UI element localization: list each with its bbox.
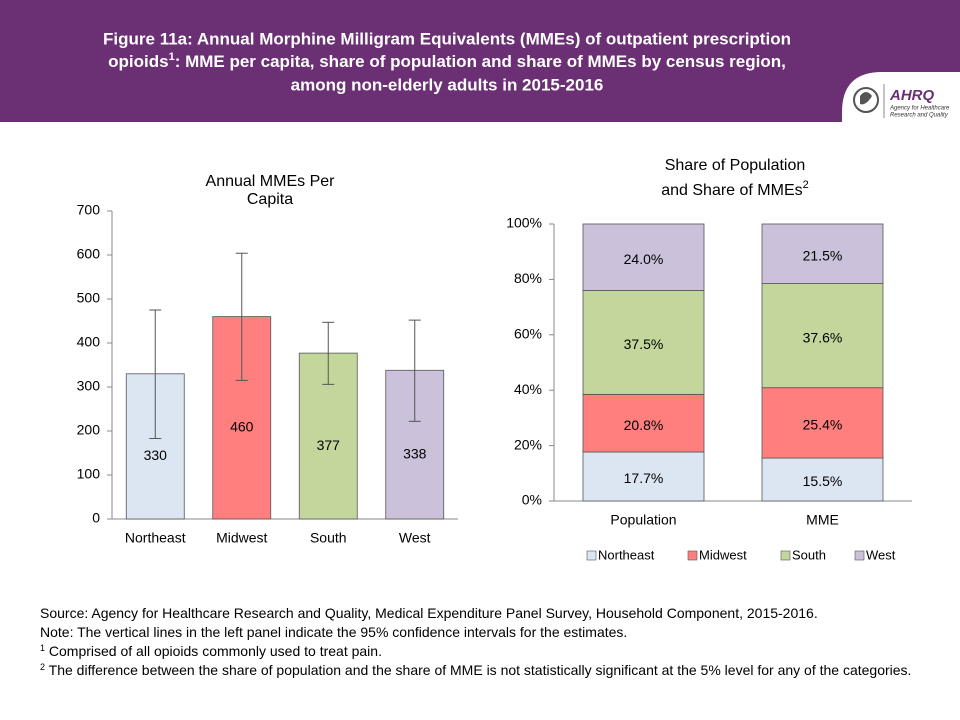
legend-label: West — [866, 547, 896, 562]
legend-label: Midwest — [699, 547, 747, 562]
legend-swatch — [854, 550, 865, 561]
chart-title: and Share of MMEs2 — [661, 179, 809, 199]
value-label: 377 — [317, 437, 341, 453]
header-title: Figure 11a: Annual Morphine Milligram Eq… — [103, 29, 791, 48]
legend-swatch — [687, 550, 698, 561]
header-sup: 1 — [169, 51, 175, 63]
footnote-mark: 2 — [40, 662, 46, 672]
bar-segment — [761, 283, 884, 389]
note: Note: The vertical lines in the left pan… — [40, 624, 628, 640]
y-tick-label: 60% — [514, 326, 542, 342]
legend-swatch — [780, 550, 791, 561]
legend-swatch — [586, 550, 597, 561]
y-tick-label: 400 — [77, 334, 101, 350]
header-title: opioids — [108, 52, 168, 71]
y-tick-label: 100% — [506, 215, 542, 231]
x-tick-label: Population — [610, 512, 676, 528]
bar-segment — [582, 223, 705, 291]
bar-segment — [582, 451, 705, 502]
value-label: 460 — [230, 419, 254, 435]
y-tick-label: 300 — [77, 378, 101, 394]
x-tick-label: Northeast — [125, 530, 186, 546]
y-tick-label: 500 — [77, 290, 101, 306]
value-label: 17.7% — [624, 470, 664, 486]
value-label: 20.8% — [624, 417, 664, 433]
chart-title: Capita — [247, 191, 293, 208]
source: Source: Agency for Healthcare Research a… — [40, 605, 818, 621]
header-title: : MME per capita, share of population an… — [175, 52, 786, 71]
bar-segment — [582, 290, 705, 395]
chart-title: Annual MMEs Per — [206, 173, 336, 190]
header-band — [0, 0, 960, 122]
value-label: 24.0% — [624, 251, 664, 267]
footnote: 2 The difference between the share of po… — [40, 661, 926, 680]
value-label: 21.5% — [803, 247, 843, 263]
value-label: 338 — [403, 445, 427, 461]
logo-icon — [853, 87, 879, 113]
x-tick-label: Midwest — [216, 530, 267, 546]
value-label: 37.6% — [803, 329, 843, 345]
chart-canvas: Figure 11a: Annual Morphine Milligram Eq… — [0, 0, 960, 562]
value-label: 330 — [144, 447, 168, 463]
y-tick-label: 700 — [77, 202, 101, 218]
chart-title: Share of Population — [665, 157, 806, 174]
legend-label: Northeast — [598, 547, 655, 562]
x-tick-label: West — [399, 530, 431, 546]
x-tick-label: South — [310, 530, 347, 546]
chart-title: Annual MMEs Per — [206, 173, 336, 190]
chart-title: Capita — [247, 191, 293, 208]
value-label: 37.5% — [624, 336, 664, 352]
y-tick-label: 0% — [522, 492, 542, 508]
x-tick-label: MME — [806, 512, 839, 528]
logo-text: Agency for Healthcare — [889, 106, 950, 112]
value-label: 25.4% — [803, 417, 843, 433]
value-label: 15.5% — [803, 473, 843, 489]
footnote-mark: 1 — [40, 643, 46, 653]
logo-name: AHRQ — [889, 87, 934, 104]
chart-title: Share of Population — [665, 157, 806, 174]
header-title: opioids1: MME per capita, share of popul… — [108, 51, 786, 72]
y-tick-label: 100 — [77, 466, 101, 482]
chart-title-sup: 2 — [803, 179, 809, 191]
notes: Source: Agency for Healthcare Research a… — [40, 604, 926, 680]
footnote-text: The difference between the share of popu… — [45, 662, 912, 678]
logo-icon — [860, 92, 872, 105]
y-tick-label: 600 — [77, 246, 101, 262]
logo: AHRQ Agency for Healthcare Research and … — [853, 84, 950, 119]
y-tick-label: 0 — [92, 510, 100, 526]
y-tick-label: 20% — [514, 436, 542, 452]
chart-title: and Share of MMEs — [661, 182, 802, 199]
footnote-text: Comprised of all opioids commonly used t… — [45, 643, 382, 659]
footnote: 1 Comprised of all opioids commonly used… — [40, 642, 926, 661]
y-tick-label: 200 — [77, 422, 101, 438]
bar-segment — [761, 387, 884, 459]
bar-segment — [761, 457, 884, 502]
y-tick-label: 40% — [514, 381, 542, 397]
legend-label: South — [792, 547, 826, 562]
bar-segment — [582, 393, 705, 453]
y-tick-label: 80% — [514, 270, 542, 286]
header-title: among non-elderly adults in 2015-2016 — [291, 75, 604, 94]
bar-segment — [761, 223, 884, 284]
logo-text: Research and Quality — [890, 113, 949, 119]
